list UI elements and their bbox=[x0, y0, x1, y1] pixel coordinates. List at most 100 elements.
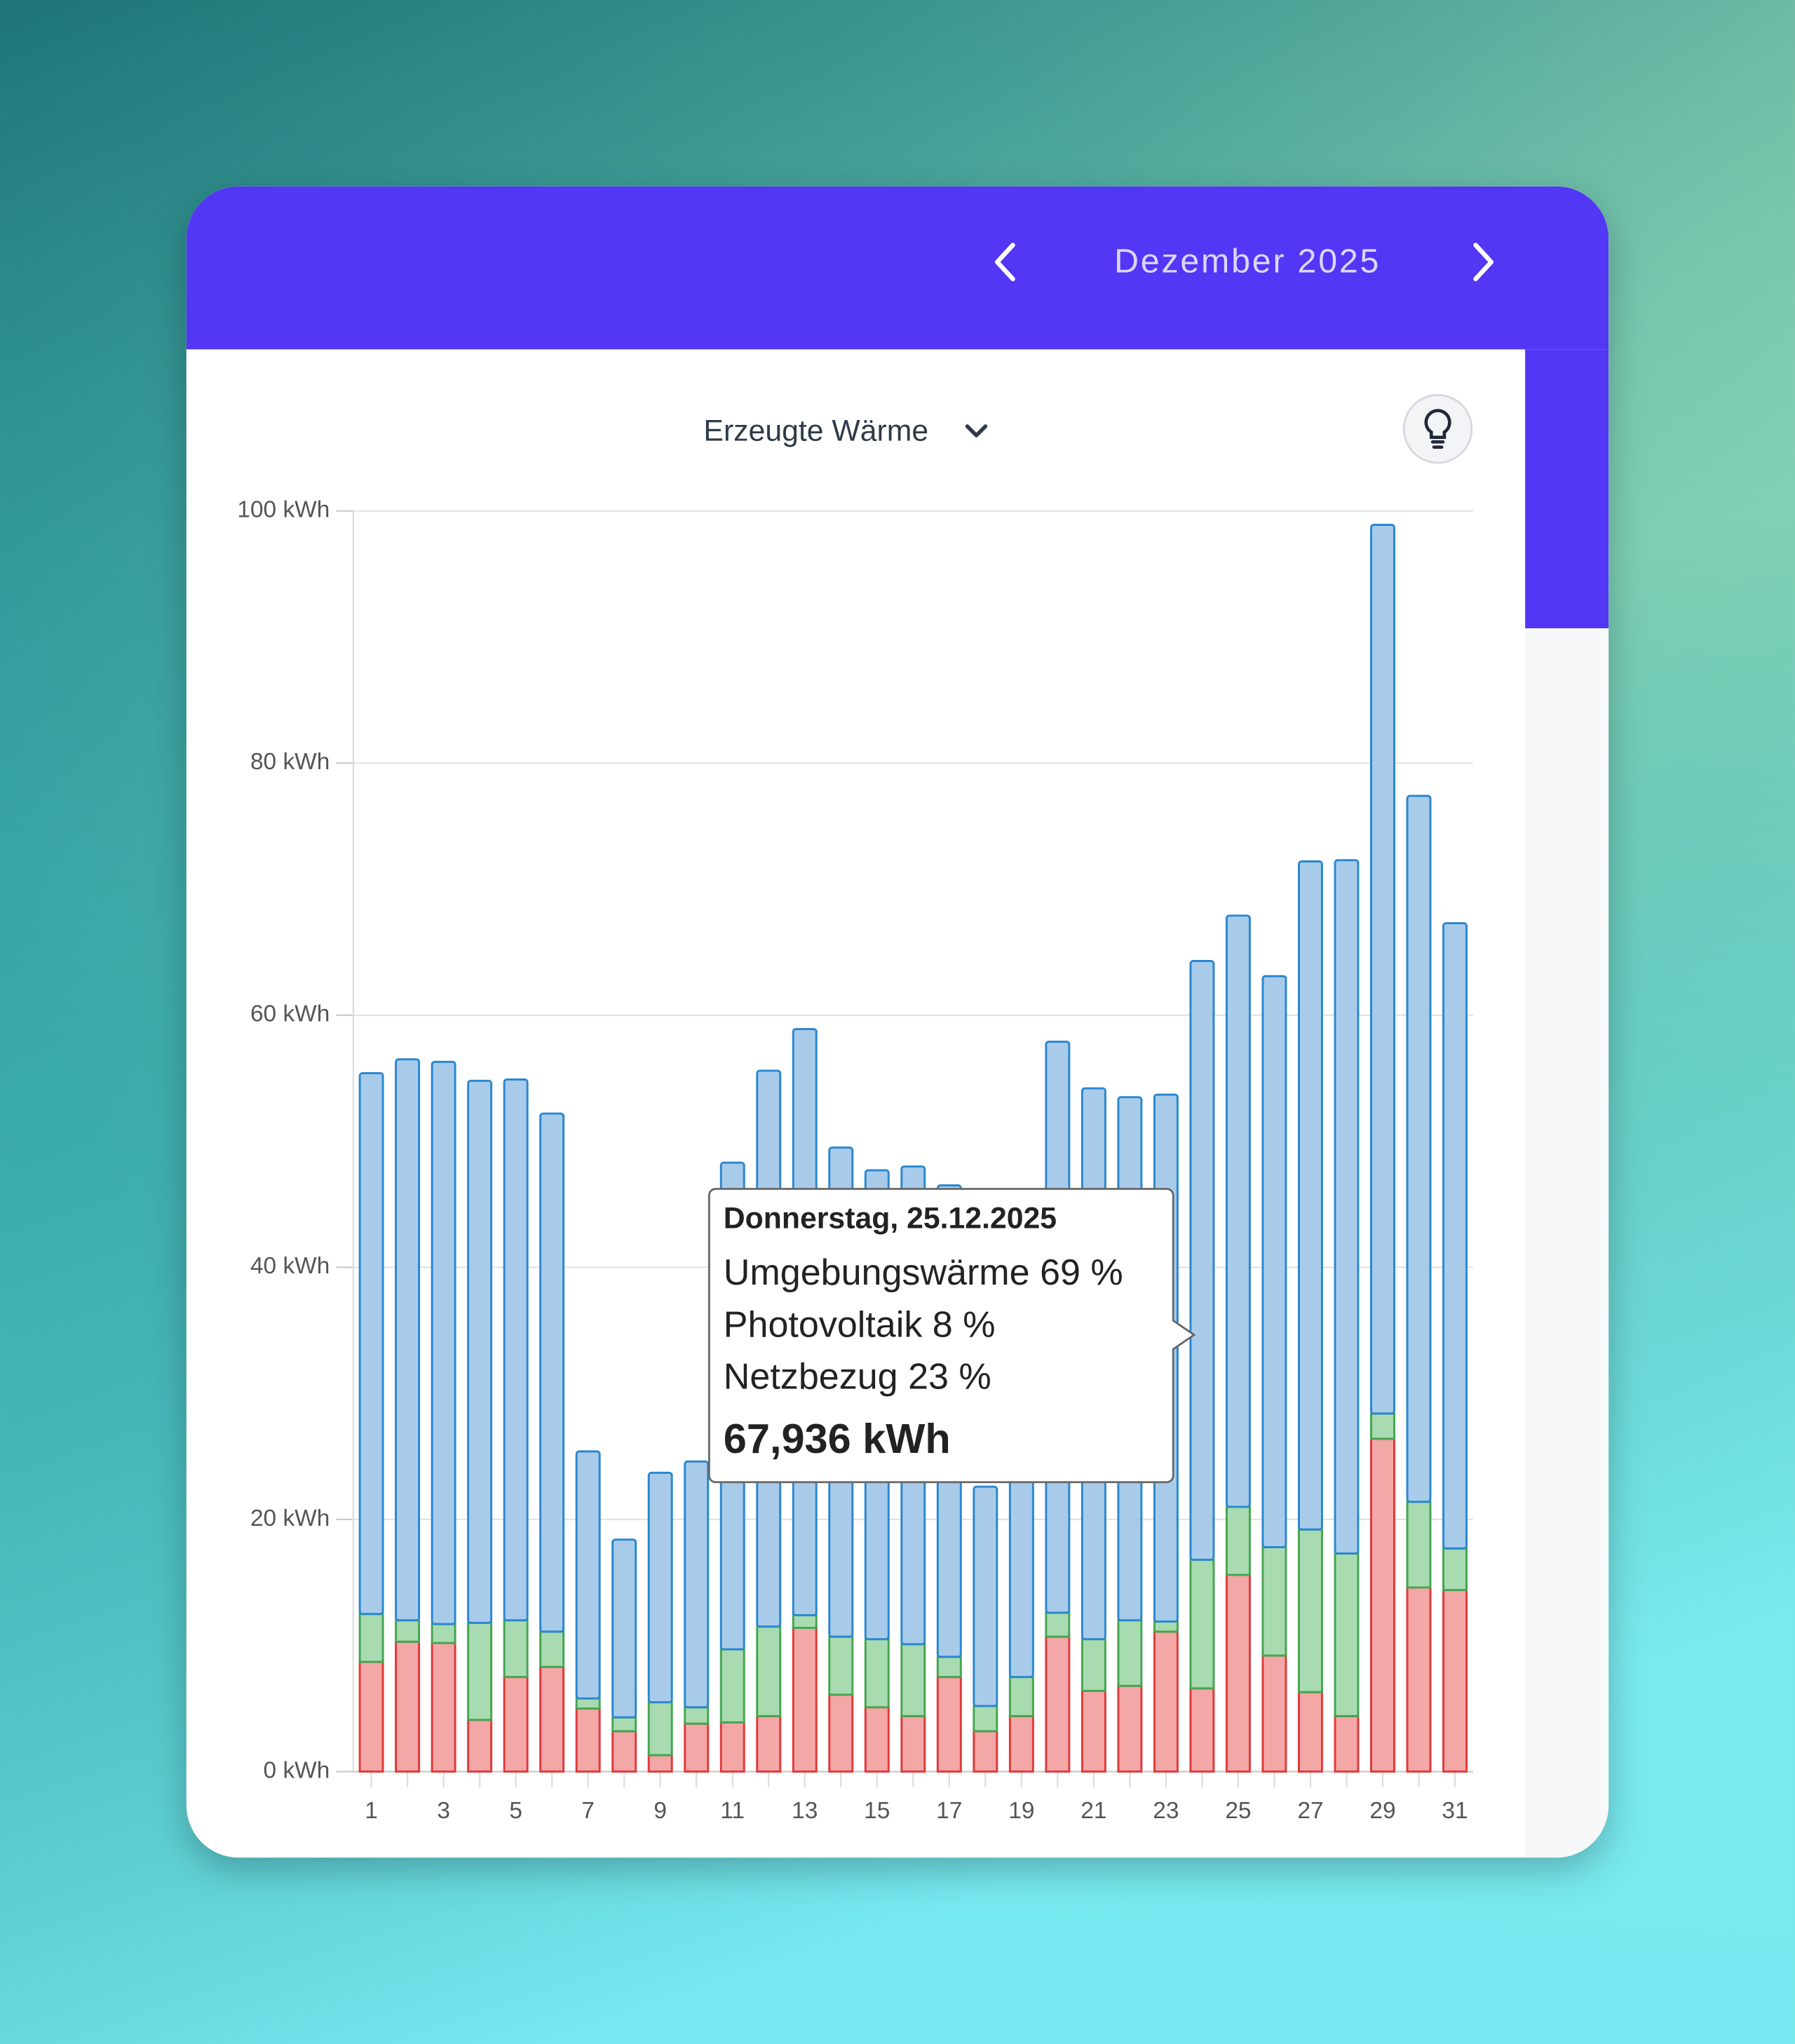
next-month[interactable] bbox=[1473, 243, 1494, 282]
bar-segment bbox=[395, 1619, 421, 1643]
bar-segment bbox=[719, 1721, 745, 1773]
x-tick-label: 31 bbox=[1442, 1798, 1468, 1824]
bar-segment bbox=[1261, 1545, 1287, 1657]
bar-segment bbox=[503, 1078, 529, 1622]
bar-segment bbox=[467, 1079, 493, 1624]
x-tick-label: 21 bbox=[1081, 1798, 1106, 1824]
bar-segment bbox=[431, 1642, 456, 1773]
bar-segment bbox=[1406, 1501, 1432, 1589]
bar-segment bbox=[575, 1697, 601, 1710]
x-tick-label: 13 bbox=[792, 1798, 818, 1824]
tooltip-title: Donnerstag, 25.12.2025 bbox=[724, 1201, 1057, 1235]
bar-segment bbox=[539, 1112, 565, 1633]
y-tick-label: 60 kWh bbox=[250, 1001, 330, 1027]
bar-segment bbox=[358, 1613, 384, 1663]
x-tick-label: 3 bbox=[437, 1798, 450, 1824]
bar-segment bbox=[1370, 1437, 1395, 1773]
x-tick-label: 11 bbox=[720, 1798, 745, 1824]
bar-segment bbox=[1117, 1684, 1143, 1773]
bar-segment bbox=[1081, 1638, 1106, 1692]
bar-segment bbox=[973, 1730, 998, 1773]
bar-segment bbox=[684, 1460, 710, 1709]
bar-segment bbox=[358, 1072, 384, 1616]
bar-segment bbox=[1045, 1611, 1071, 1638]
side-panel bbox=[1525, 628, 1609, 1858]
bar-segment bbox=[1370, 1412, 1395, 1440]
bar-segment bbox=[395, 1640, 421, 1773]
bar-segment bbox=[1406, 794, 1432, 1503]
bar-segment bbox=[1334, 1714, 1360, 1773]
prev-month[interactable] bbox=[994, 243, 1015, 282]
bar-segment bbox=[973, 1485, 998, 1707]
bar-segment bbox=[503, 1619, 529, 1679]
bar-segment bbox=[395, 1058, 421, 1622]
x-tick-label: 23 bbox=[1153, 1798, 1179, 1824]
x-tick-label: 7 bbox=[581, 1798, 595, 1824]
bar-segment bbox=[1261, 1654, 1287, 1773]
bar-segment bbox=[431, 1623, 456, 1644]
bar-segment bbox=[1334, 1552, 1360, 1717]
x-tick-label: 29 bbox=[1369, 1798, 1395, 1824]
bar-segment bbox=[467, 1621, 493, 1721]
bar-segment bbox=[1297, 860, 1323, 1531]
x-tick-label: 15 bbox=[864, 1798, 890, 1824]
bar-segment bbox=[1153, 1620, 1179, 1633]
bar-segment bbox=[1008, 1714, 1034, 1773]
bar-segment bbox=[936, 1656, 962, 1679]
x-tick-label: 27 bbox=[1297, 1798, 1323, 1824]
bar-segment bbox=[1117, 1619, 1143, 1687]
hint-button[interactable] bbox=[1402, 393, 1473, 464]
tooltip-box bbox=[707, 1188, 1196, 1484]
bar-segment bbox=[1008, 1676, 1034, 1717]
header-bar bbox=[186, 186, 1609, 350]
bar-segment bbox=[539, 1665, 565, 1773]
bar-segment bbox=[503, 1676, 529, 1773]
bar-segment bbox=[684, 1722, 710, 1773]
dropdown-chevron[interactable] bbox=[965, 424, 988, 438]
bar-segment bbox=[864, 1638, 890, 1709]
bar-segment bbox=[1297, 1528, 1323, 1693]
bar-segment bbox=[611, 1716, 637, 1733]
bar-segment bbox=[1081, 1689, 1106, 1773]
header-side bbox=[1525, 349, 1609, 629]
bar-segment bbox=[792, 1614, 818, 1630]
bar-segment bbox=[1189, 1558, 1215, 1690]
bar-segment bbox=[611, 1538, 637, 1719]
bar-segment bbox=[719, 1648, 745, 1724]
bar-segment bbox=[1225, 1573, 1251, 1773]
bar-segment bbox=[900, 1643, 926, 1717]
bar-segment bbox=[1442, 1547, 1468, 1592]
bar-segment bbox=[792, 1627, 818, 1773]
x-tick-label: 5 bbox=[509, 1798, 522, 1824]
bar-segment bbox=[575, 1450, 601, 1700]
x-tick-label: 9 bbox=[653, 1798, 667, 1824]
bar-segment bbox=[1406, 1586, 1432, 1773]
chart-title[interactable]: Erzeugte Wärme bbox=[703, 414, 928, 448]
bar-segment bbox=[1442, 922, 1468, 1550]
x-tick-label: 1 bbox=[365, 1798, 378, 1824]
bar-segment bbox=[611, 1730, 637, 1773]
x-tick-label: 19 bbox=[1008, 1798, 1034, 1824]
tooltip-line: Umgebungswärme 69 % bbox=[724, 1252, 1123, 1293]
tooltip-total: 67,936 kWh bbox=[724, 1415, 951, 1462]
tooltip: Donnerstag, 25.12.2025 Umgebungswärme 69… bbox=[707, 1188, 1196, 1484]
bar-segment bbox=[1225, 1505, 1251, 1576]
y-tick-label: 40 kWh bbox=[250, 1253, 330, 1279]
bar-segment bbox=[756, 1625, 782, 1717]
bar-segment bbox=[936, 1676, 962, 1773]
y-tick-label: 80 kWh bbox=[250, 749, 330, 775]
bar-segment bbox=[756, 1714, 782, 1773]
bar-segment bbox=[1334, 859, 1360, 1555]
month-label: Dezember 2025 bbox=[1114, 242, 1381, 280]
bar-segment bbox=[1442, 1589, 1468, 1773]
bar-segment bbox=[1297, 1691, 1323, 1773]
bar-segment bbox=[1189, 1687, 1215, 1773]
bar-segment bbox=[647, 1701, 673, 1757]
bar-segment bbox=[431, 1060, 456, 1625]
bar-segment bbox=[647, 1754, 673, 1773]
bar-segment bbox=[864, 1706, 890, 1773]
bar-segment bbox=[539, 1630, 565, 1668]
bar-segment bbox=[467, 1719, 493, 1773]
